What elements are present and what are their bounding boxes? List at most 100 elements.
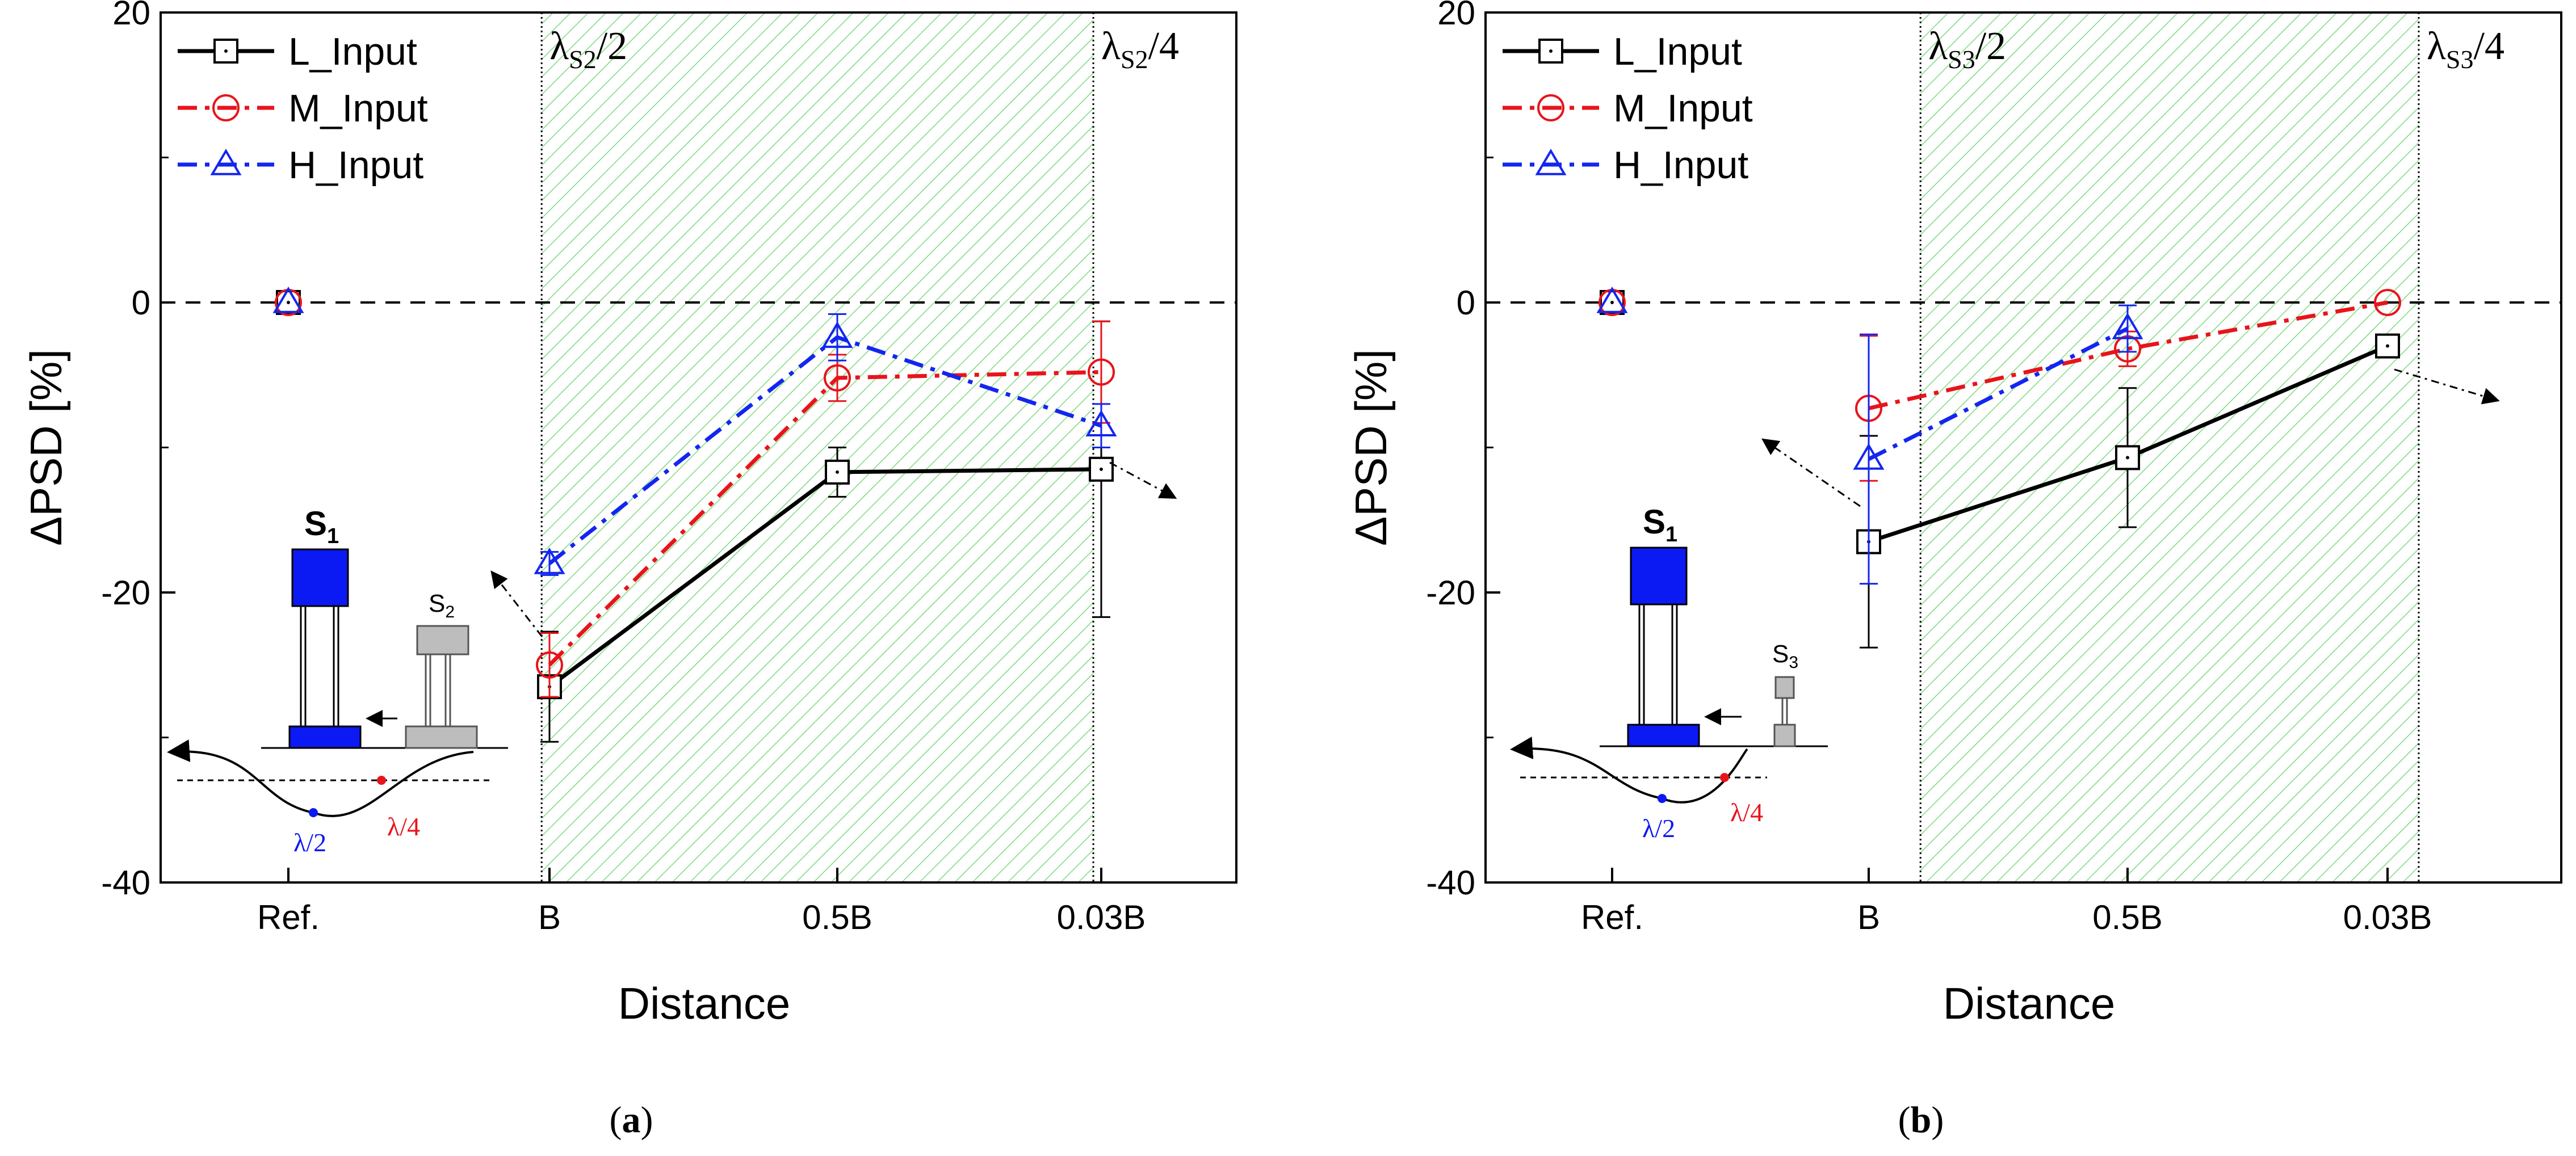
- panel-a-inset-wave: [167, 739, 474, 817]
- panel-a-series-M_Input: [275, 289, 1115, 698]
- panel-b-H_Input-point: [2112, 313, 2143, 339]
- panel-a-inset-s1-column-right: [333, 605, 339, 728]
- panel-a-H_Input-point: [534, 547, 565, 574]
- panel-b-inset-s3-label: S3: [1772, 640, 1798, 672]
- panel-b-inset-s1-column-left: [1638, 603, 1645, 726]
- chart-panel-a: 20 0 -20 -40 Ref. B 0.5B 0.03B λS2/2 λS2/4 ΔPSD…: [21, 0, 1237, 1141]
- panel-b-inset-s3-column: [1781, 697, 1788, 726]
- panel-a-shaded-region: [542, 12, 1094, 882]
- panel-b-y-axis-title: ΔPSD [%]: [1346, 349, 1396, 546]
- panel-b-inset-quarter-wave-dot: [1720, 773, 1729, 782]
- panel-b-y-tick-label: 20: [1437, 0, 1475, 32]
- panel-b-legend-label-L_Input: L_Input: [1613, 30, 1742, 73]
- panel-a-L_Input-point-dot: [836, 470, 839, 474]
- panel-a-inset-quarter-wave-dot: [377, 776, 386, 785]
- panel-a-M_Input-point: [824, 364, 851, 392]
- panel-b-region-label-half: λS3/2: [1928, 24, 2006, 74]
- panel-a-x-tick-label: 0.03B: [1057, 898, 1146, 936]
- panel-b-H_Input-point: [1853, 443, 1885, 470]
- panel-b-inset-lambda-half: λ/2: [1642, 814, 1675, 843]
- panel-b-inset-wave: [1510, 736, 1748, 804]
- panel-b-inset-s1-mass: [1630, 547, 1688, 606]
- panel-b-legend-marker-H_Input: [1535, 149, 1567, 175]
- panel-b-y-tick-label: -20: [1426, 574, 1475, 612]
- panel-b-x-axis-title: Distance: [1943, 978, 2115, 1028]
- panel-a-x-axis-title: Distance: [618, 978, 790, 1028]
- panel-a-inset-s2-column-right: [444, 653, 451, 728]
- panel-a-L_Input-point-dot: [287, 301, 290, 304]
- panel-b-arrow-right: [2394, 368, 2500, 405]
- panel-b-inset-s3-mass: [1774, 676, 1795, 699]
- panel-b-region-label-quarter: λS3/4: [2427, 24, 2504, 74]
- panel-a-legend-marker-H_Input: [210, 149, 242, 175]
- panel-b-x-tick-label: B: [1857, 898, 1880, 936]
- panel-a-y-tick-label: -20: [101, 574, 150, 612]
- panel-a-x-tick-label: Ref.: [257, 898, 320, 936]
- panel-a-inset-lambda-half: λ/2: [293, 828, 326, 857]
- panel-a-annotation-arrows: [490, 461, 1177, 637]
- panel-a-inset-s1-label-sub: 1: [327, 524, 339, 548]
- panel-b-inset-s1-label-main: S: [1643, 503, 1665, 541]
- panel-a-M_Input-point: [1088, 358, 1115, 386]
- panel-a-inset-s2-label-sub: 2: [445, 603, 455, 621]
- panel-a-y-tick-label: 20: [112, 0, 150, 32]
- panel-a-ticks: 20 0 -20 -40 Ref. B 0.5B 0.03B: [101, 0, 1146, 936]
- panel-b-L_Input-point-dot: [1610, 301, 1614, 304]
- panel-a-y-tick-label: -40: [101, 864, 150, 902]
- panel-a-legend-marker-L_Input-dot: [224, 49, 228, 53]
- panel-b-inset-s3-base: [1773, 724, 1796, 747]
- panel-b-H_Input-line: [1868, 326, 2129, 461]
- panel-b-legend: L_Input M_Input H_Input: [1503, 30, 1753, 187]
- panel-b-L_Input-point-dot: [2126, 456, 2129, 460]
- panel-a-arrow-right: [1109, 461, 1177, 499]
- panel-a-inset-half-wave-dot: [309, 808, 318, 817]
- chart-panel-b: 20 0 -20 -40 Ref. B 0.5B 0.03B λS3/2 λS3/4 ΔPSD…: [1346, 0, 2562, 1141]
- panel-a-series: [272, 287, 1177, 743]
- panel-b-series: [1596, 287, 2500, 649]
- panel-a-inset-lambda-quarter: λ/4: [387, 812, 420, 841]
- panel-a-region-label-half: λS2/2: [549, 24, 627, 74]
- panel-a-H_Input-point: [1085, 410, 1117, 436]
- panel-a-inset-s2-base: [405, 725, 478, 749]
- panel-b-inset-half-wave-dot: [1658, 794, 1667, 803]
- panel-a-x-tick-label: B: [538, 898, 561, 936]
- panel-a-inset-s1-mass: [291, 548, 349, 607]
- panel-b-L_Input-point-dot: [2386, 344, 2389, 348]
- panel-b-y-tick-label: 0: [1457, 284, 1475, 322]
- panel-a-legend-label-M_Input: M_Input: [288, 87, 428, 130]
- panel-a-H_Input-point: [272, 287, 304, 313]
- panel-a-plot-frame: [160, 11, 1237, 884]
- panel-b-M_Input-point: [2374, 289, 2401, 316]
- panel-a-x-tick-label: 0.5B: [802, 898, 872, 936]
- panel-b-inset-s3-label-sub: 3: [1789, 653, 1798, 672]
- panel-b-legend-label-M_Input: M_Input: [1613, 87, 1753, 130]
- panel-a-arrow-left: [490, 570, 543, 637]
- panel-a-inset-s1-base: [288, 725, 362, 749]
- panel-a-legend-label-H_Input: H_Input: [288, 144, 423, 187]
- panel-a-H_Input-point: [821, 321, 853, 348]
- panel-a-inset-s1-label-main: S: [304, 505, 327, 543]
- panel-b-y-tick-label: -40: [1426, 864, 1475, 902]
- panel-a-inset-s1-column-left: [300, 605, 307, 728]
- panel-b-x-tick-label: 0.03B: [2343, 898, 2432, 936]
- panel-b-M_Input-line: [1868, 300, 2388, 410]
- panel-a-legend: L_Input M_Input H_Input: [178, 30, 428, 187]
- panel-b-inset-s1-column-right: [1671, 603, 1678, 726]
- panel-b-legend-label-H_Input: H_Input: [1613, 144, 1748, 187]
- panel-b-series-H_Input: [1596, 287, 2143, 585]
- panel-b-x-tick-label: 0.5B: [2092, 898, 2162, 936]
- panel-b-caption: (b): [1898, 1099, 1944, 1141]
- panel-b-shaded-region: [1920, 12, 2419, 882]
- panel-a-inset-s2-label-main: S: [429, 590, 445, 617]
- panel-a-y-tick-label: 0: [132, 284, 150, 322]
- panel-a-inset-s1-label: S1: [304, 505, 339, 548]
- panel-a-legend-marker-M_Input: [212, 94, 240, 121]
- panel-b-ticks: 20 0 -20 -40 Ref. B 0.5B 0.03B: [1426, 0, 2432, 936]
- panel-b-inset-s3-label-main: S: [1772, 640, 1789, 668]
- panel-b-annotation-arrows: [1761, 368, 2500, 507]
- panel-b-plot-frame: [1484, 11, 2562, 884]
- panel-a-L_Input-point-dot: [1100, 467, 1103, 471]
